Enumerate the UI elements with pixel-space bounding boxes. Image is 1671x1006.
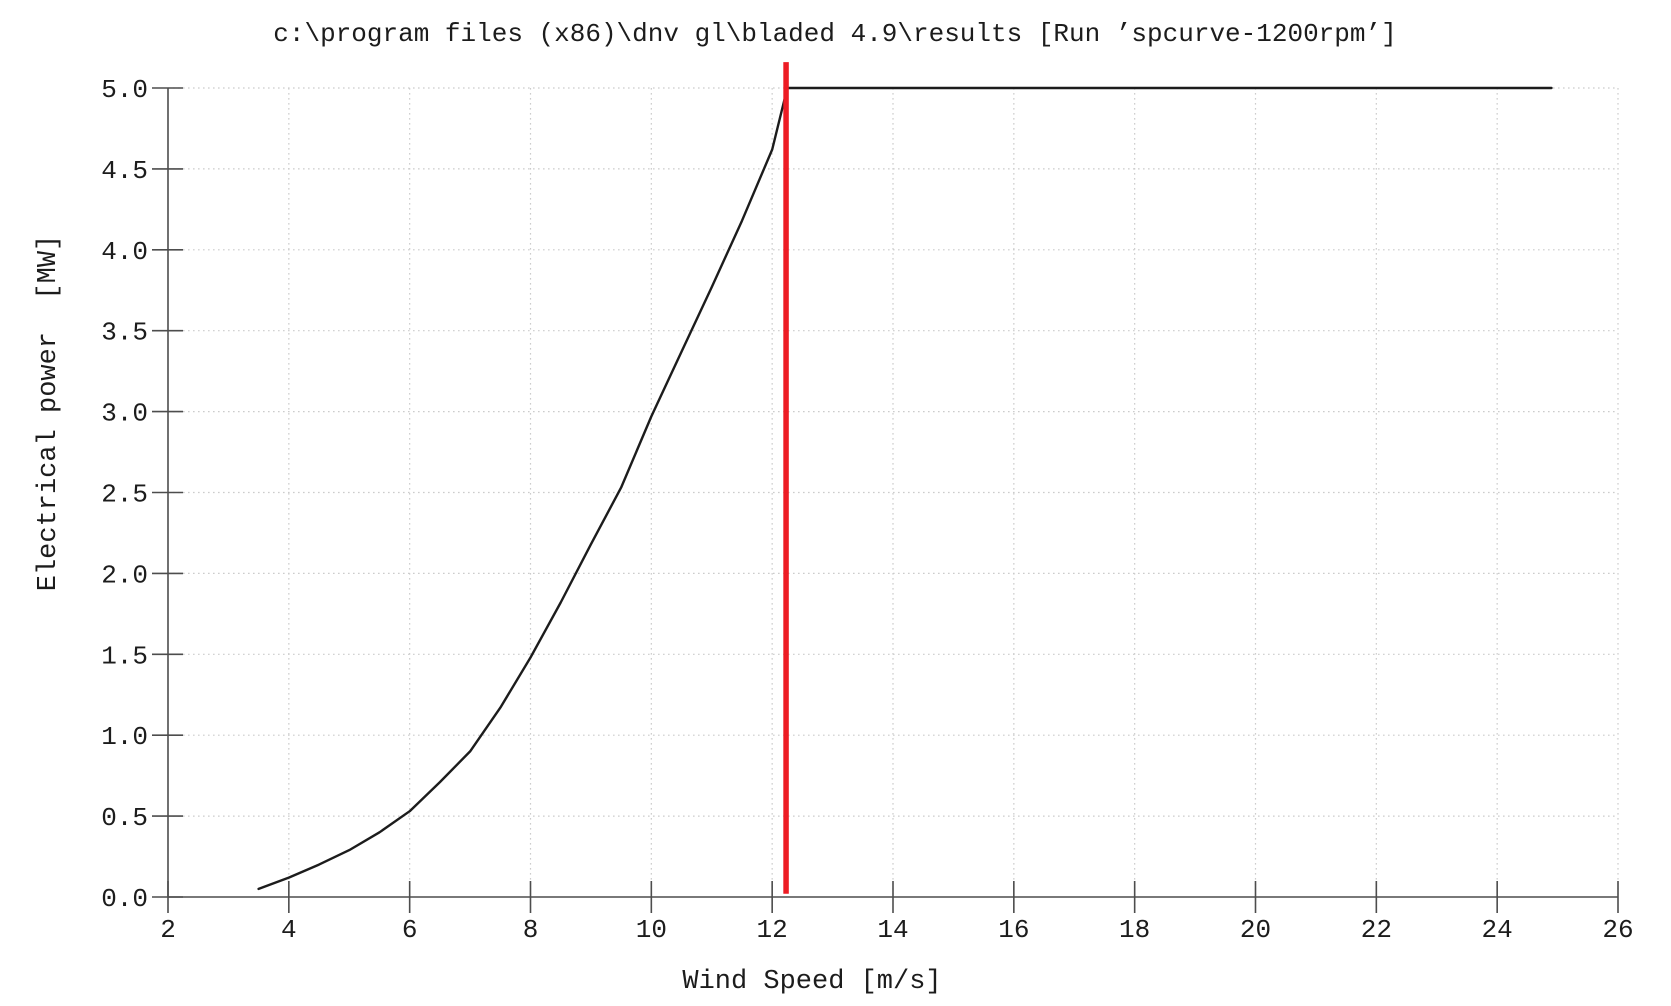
x-tick-label: 26 [1602,915,1633,945]
y-axis-title: Electrical power [MW] [34,235,64,591]
x-tick-label: 14 [877,915,908,945]
axis-layer [152,87,1619,913]
y-tick-label: 0.0 [101,884,148,914]
x-tick-label: 10 [636,915,667,945]
y-tick-label: 2.5 [101,480,148,510]
x-tick-label: 8 [523,915,539,945]
electrical-power-curve [257,86,1553,891]
y-tick-label: 4.5 [101,156,148,186]
chart-title: c:\program files (x86)\dnv gl\bladed 4.9… [273,19,1396,49]
tick-label-layer: 2 4 6 8 10 12 14 16 18 20 22 24 260.00.51.01.52.02.5… [101,75,1633,945]
series-layer [257,62,1553,894]
x-axis-title: Wind Speed [m/s] [682,967,941,997]
x-tick-label: 16 [998,915,1029,945]
x-tick-label: 18 [1119,915,1150,945]
x-tick-label: 2 [160,915,176,945]
y-tick-label: 4.0 [101,237,148,267]
y-tick-label: 1.0 [101,722,148,752]
x-tick-label: 6 [402,915,418,945]
y-tick-label: 2.0 [101,560,148,590]
y-tick-label: 0.5 [101,803,148,833]
x-tick-label: 4 [281,915,297,945]
y-tick-label: 3.0 [101,399,148,429]
x-tick-label: 12 [757,915,788,945]
y-tick-label: 5.0 [101,75,148,105]
y-tick-label: 3.5 [101,318,148,348]
grid-layer [168,87,1619,897]
x-tick-label: 22 [1361,915,1392,945]
x-tick-label: 20 [1240,915,1271,945]
y-tick-label: 1.5 [101,641,148,671]
x-tick-label: 24 [1482,915,1513,945]
